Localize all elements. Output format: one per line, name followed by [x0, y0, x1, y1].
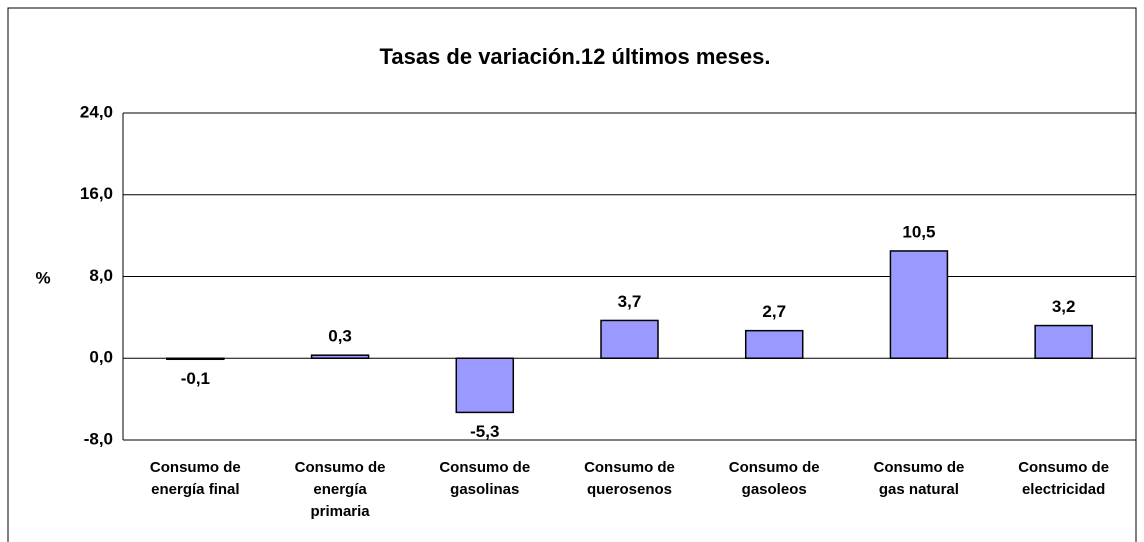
x-tick-label: Consumo de gasoleos: [728, 459, 820, 498]
bar: [600, 319, 659, 359]
y-tick-label: -8,0: [84, 429, 113, 448]
bar: [310, 354, 370, 360]
x-tick-label: Consumo de energía primaria: [294, 459, 386, 520]
x-tick-label: Consumo de gas natural: [873, 459, 965, 498]
data-label: 3,7: [618, 292, 642, 311]
data-label: 10,5: [902, 222, 935, 241]
data-label: 3,2: [1052, 297, 1076, 316]
x-tick-label: Consumo de querosenos: [584, 459, 675, 498]
chart-title: Tasas de variación.12 últimos meses.: [380, 44, 771, 69]
bar: [1034, 324, 1093, 359]
bar: [166, 357, 225, 361]
data-label: 0,3: [328, 327, 352, 346]
data-label: -0,1: [181, 369, 210, 388]
bar: [889, 250, 949, 359]
bar: [455, 357, 515, 414]
y-tick-label: 0,0: [89, 348, 113, 367]
bar: [744, 329, 804, 359]
y-tick-label: 8,0: [89, 266, 113, 285]
data-label: -5,3: [470, 422, 499, 441]
y-axis-label: %: [35, 268, 50, 287]
x-tick-label: Consumo de gasolinas: [439, 459, 531, 498]
x-tick-label: Consumo de energía final: [149, 459, 241, 498]
data-label: 2,7: [762, 302, 786, 321]
y-tick-label: 24,0: [80, 102, 113, 121]
y-tick-label: 16,0: [80, 184, 113, 203]
x-tick-label: Consumo de electricidad: [1018, 459, 1110, 498]
